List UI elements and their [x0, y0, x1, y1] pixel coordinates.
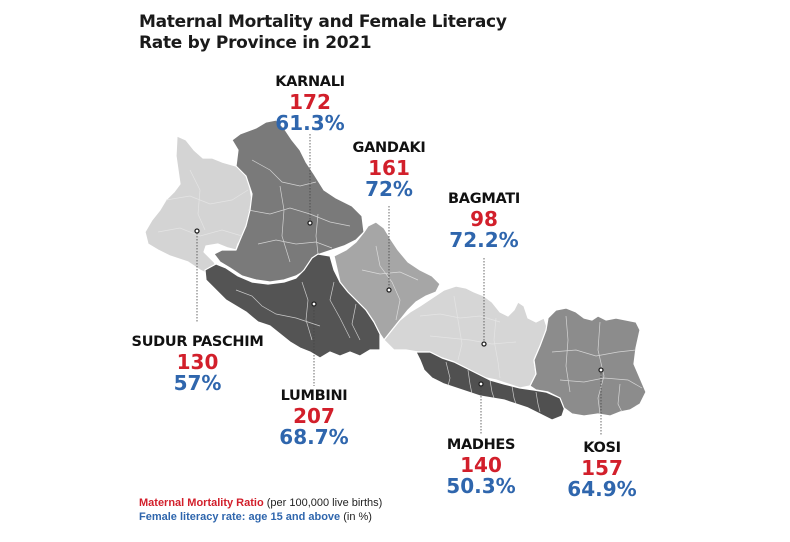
literacy-value: 50.3% — [446, 473, 516, 498]
province-name: BAGMATI — [448, 191, 520, 207]
legend-literacy: Female literacy rate: age 15 and above (… — [139, 510, 382, 524]
map-title: Maternal Mortality and Female Literacy R… — [139, 12, 507, 54]
province-name: SUDUR PASCHIM — [131, 334, 264, 350]
label-sudur-paschim: SUDUR PASCHIM 130 57% — [120, 335, 275, 393]
marker-karnali — [307, 220, 313, 226]
province-karnali[interactable] — [213, 119, 365, 283]
province-name: MADHES — [446, 437, 516, 453]
legend-mmr-label: Maternal Mortality Ratio — [139, 497, 264, 509]
leader-lines — [196, 134, 602, 435]
mmr-value: 98 — [470, 206, 498, 231]
province-name: KOSI — [583, 440, 621, 456]
label-karnali: KARNALI 172 61.3% — [262, 75, 358, 133]
province-name: KARNALI — [275, 74, 345, 90]
mmr-value: 172 — [289, 89, 331, 114]
marker-sudur-paschim — [194, 228, 200, 234]
label-kosi: KOSI 157 64.9% — [554, 441, 650, 499]
label-bagmati: BAGMATI 98 72.2% — [436, 192, 532, 250]
marker-madhes — [478, 381, 484, 387]
marker-lumbini — [311, 301, 317, 307]
legend: Maternal Mortality Ratio (per 100,000 li… — [139, 496, 382, 524]
mmr-value: 130 — [176, 349, 219, 374]
title-line-1: Maternal Mortality and Female Literacy — [139, 12, 507, 32]
mmr-value: 161 — [368, 155, 410, 180]
mmr-value: 157 — [581, 455, 623, 480]
literacy-value: 72% — [365, 176, 413, 201]
legend-mmr: Maternal Mortality Ratio (per 100,000 li… — [139, 496, 382, 510]
marker-kosi — [598, 367, 604, 373]
province-markers — [194, 220, 604, 387]
label-gandaki: GANDAKI 161 72% — [341, 141, 437, 199]
literacy-value: 61.3% — [275, 110, 345, 135]
province-name: LUMBINI — [280, 388, 348, 404]
marker-bagmati — [481, 341, 487, 347]
legend-literacy-unit: (in %) — [343, 511, 372, 523]
province-lumbini[interactable] — [204, 253, 381, 359]
province-kosi[interactable] — [529, 307, 647, 417]
province-name: GANDAKI — [352, 140, 426, 156]
title-line-2: Rate by Province in 2021 — [139, 33, 372, 53]
province-gandaki[interactable] — [333, 221, 441, 341]
literacy-value: 68.7% — [279, 424, 349, 449]
label-lumbini: LUMBINI 207 68.7% — [266, 389, 362, 447]
literacy-value: 57% — [173, 370, 222, 395]
literacy-value: 64.9% — [567, 476, 637, 501]
district-boundaries — [157, 159, 643, 415]
legend-mmr-unit: (per 100,000 live births) — [266, 497, 383, 509]
legend-literacy-label: Female literacy rate: age 15 and above — [139, 511, 341, 523]
label-madhes: MADHES 140 50.3% — [433, 438, 529, 496]
mmr-value: 140 — [460, 452, 502, 477]
literacy-value: 72.2% — [449, 227, 519, 252]
mmr-value: 207 — [293, 403, 335, 428]
marker-gandaki — [386, 287, 392, 293]
